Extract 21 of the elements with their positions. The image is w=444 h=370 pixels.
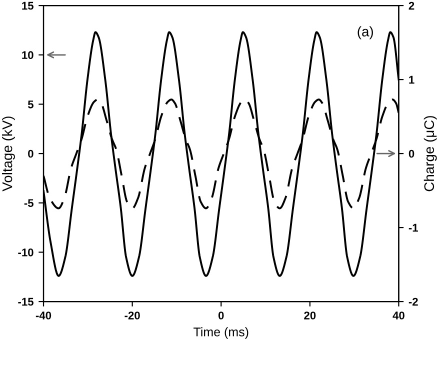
y2-tick-label: -2: [408, 298, 418, 306]
x-tick-label: -20: [124, 312, 140, 320]
y2-axis-title: Charge (μC): [424, 116, 437, 192]
x-tick-label: 40: [392, 312, 404, 320]
y-axis-title: Voltage (kV): [2, 116, 15, 192]
y2-tick-label: 1: [409, 76, 414, 84]
y-tick-label: -15: [18, 298, 34, 306]
x-tick-label: -40: [36, 312, 52, 320]
y2-tick-label: 0: [408, 150, 414, 158]
x-tick-label: 20: [304, 312, 316, 320]
y-tick-label: -5: [24, 199, 34, 208]
y-tick-label: 15: [22, 2, 34, 10]
y-tick-label: 0: [28, 150, 34, 158]
x-tick-label: 0: [218, 312, 224, 320]
x-axis-title: Time (ms): [194, 327, 248, 339]
y-tick-label: 5: [28, 100, 34, 108]
y2-tick-label: 2: [408, 2, 414, 10]
y-tick-label: 10: [22, 51, 34, 60]
y2-tick-label: -1: [408, 224, 418, 232]
y-tick-label: -10: [18, 248, 34, 256]
annotation: (a): [358, 26, 373, 40]
